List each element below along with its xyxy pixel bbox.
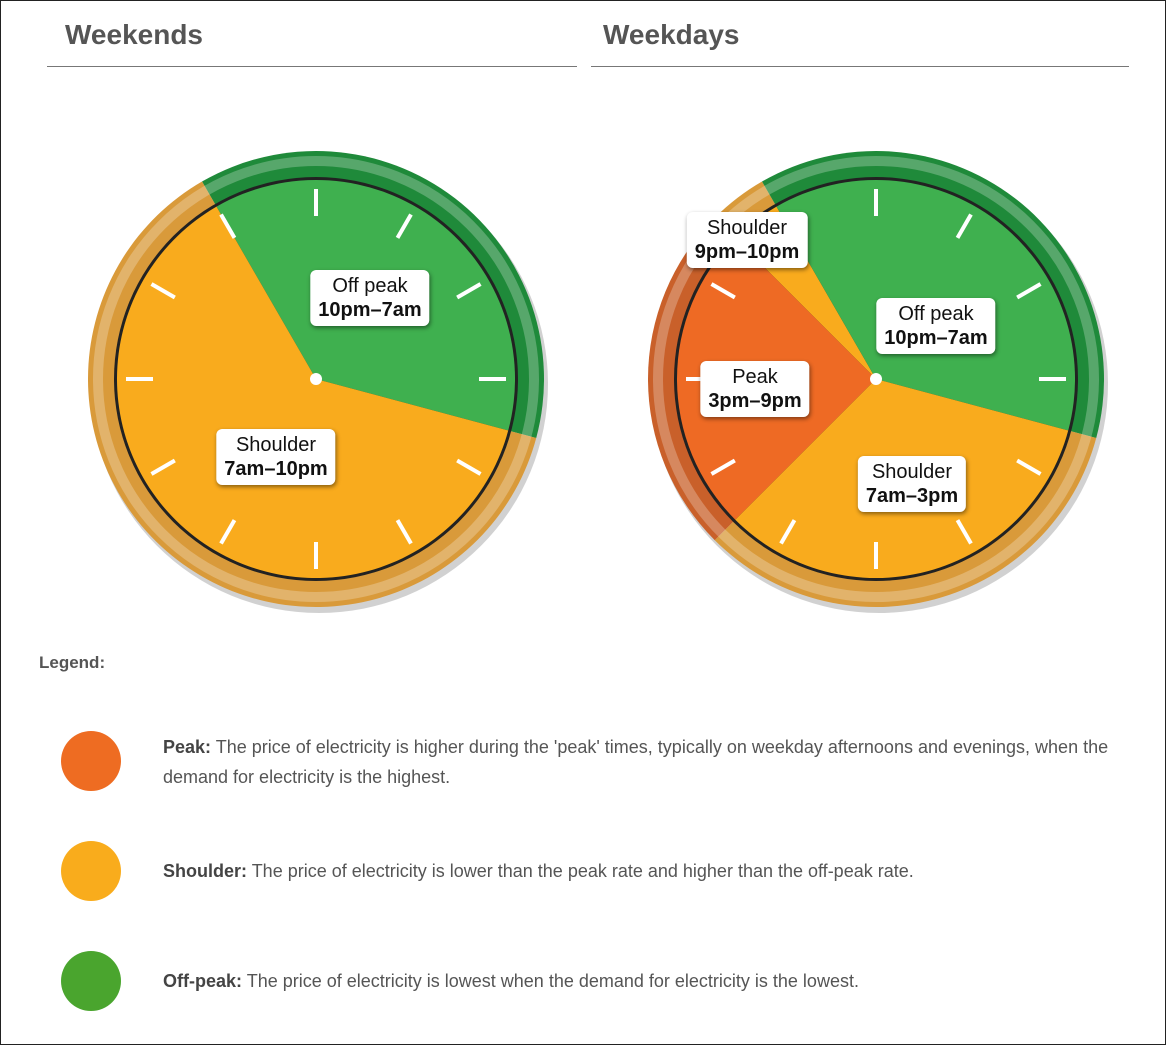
legend-text: Off-peak: The price of electricity is lo… [163, 966, 1133, 996]
legend-description: The price of electricity is lower than t… [252, 861, 914, 881]
legend-term: Shoulder: [163, 861, 247, 881]
legend-term: Peak: [163, 737, 211, 757]
center-dot [870, 373, 882, 385]
label: Off peak [332, 275, 407, 297]
time: 7am–10pm [224, 457, 327, 481]
center-dot [310, 373, 322, 385]
label: Shoulder [236, 434, 316, 456]
time: 7am–3pm [866, 484, 958, 508]
label: Shoulder [872, 461, 952, 483]
label: Off peak [898, 303, 973, 325]
legend-text: Peak: The price of electricity is higher… [163, 732, 1133, 792]
page-frame: Weekends Weekdays Off peak10pm–7am Shoul… [0, 0, 1166, 1045]
legend-description: The price of electricity is lowest when … [247, 971, 859, 991]
legend-swatch [61, 951, 121, 1011]
time: 3pm–9pm [708, 389, 801, 413]
legend-swatch [61, 731, 121, 791]
time: 10pm–7am [318, 298, 421, 322]
label: Shoulder [707, 217, 787, 239]
time: 9pm–10pm [695, 240, 800, 264]
legend-text: Shoulder: The price of electricity is lo… [163, 856, 1133, 886]
legend-term: Off-peak: [163, 971, 242, 991]
legend-title: Legend: [39, 653, 105, 673]
legend-description: The price of electricity is higher durin… [163, 737, 1108, 787]
label: Peak [732, 366, 778, 388]
time: 10pm–7am [884, 326, 987, 350]
legend-swatch [61, 841, 121, 901]
